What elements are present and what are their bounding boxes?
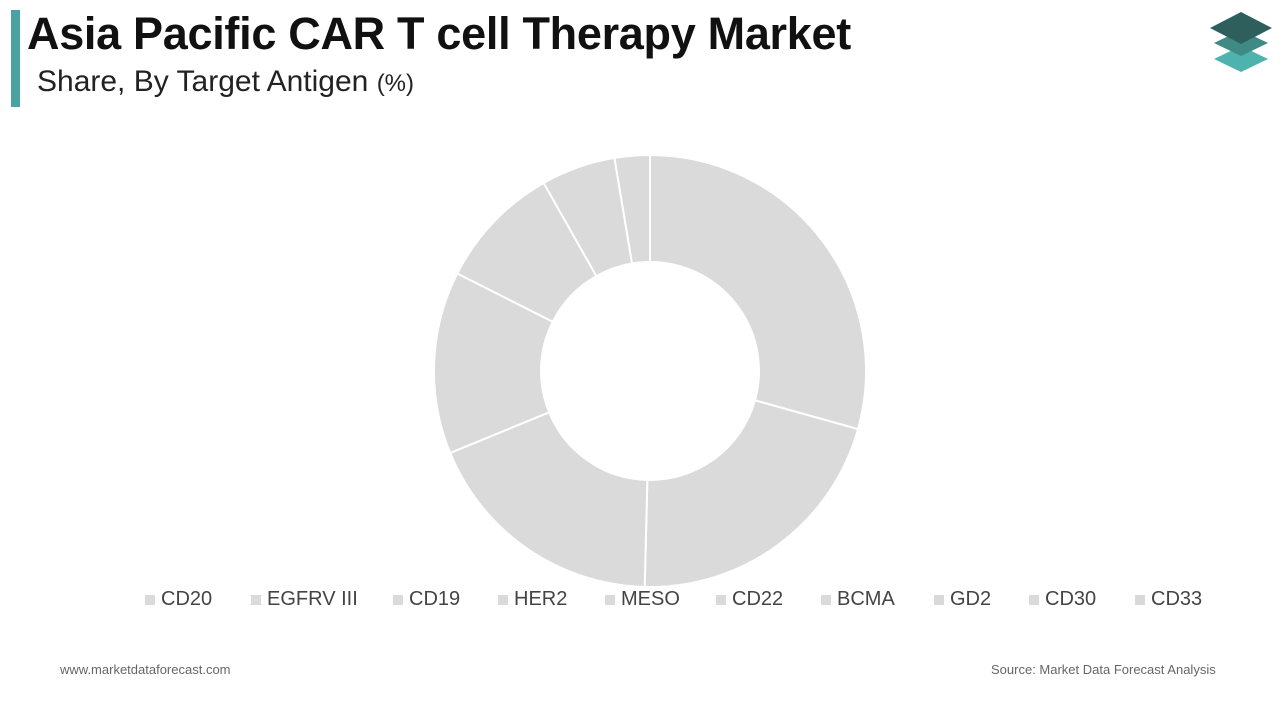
legend-swatch (934, 594, 944, 605)
legend-item-cd20: CD20 (145, 588, 212, 611)
legend-swatch (605, 594, 615, 605)
legend-label: CD19 (409, 588, 461, 610)
legend-label: EGFRV III (267, 588, 358, 610)
page-title: Asia Pacific CAR T cell Therapy Market (27, 8, 851, 59)
footer-website: www.marketdataforecast.com (60, 662, 231, 677)
donut-slice-bcma (613, 153, 651, 265)
stacked-layers-logo-icon (1210, 12, 1272, 72)
chart-legend: CD20 EGFRV III CD19 HER2 MESO CD22 BCMA GD2 CD30… (0, 588, 1280, 614)
legend-item-meso: MESO (605, 588, 680, 611)
logo-layer-top (1210, 12, 1272, 44)
legend-item-cd22: CD22 (716, 588, 783, 611)
legend-label: HER2 (514, 588, 568, 610)
subtitle-unit: (%) (376, 70, 415, 97)
legend-label: BCMA (837, 588, 895, 610)
legend-item-gd2: GD2 (934, 588, 991, 611)
legend-swatch (716, 594, 726, 605)
subtitle-text: Share, By Target Antigen (37, 65, 369, 98)
logo-layer-bottom (1214, 46, 1268, 72)
footer-source: Source: Market Data Forecast Analysis (991, 662, 1216, 677)
legend-label: CD22 (732, 588, 784, 610)
legend-swatch (145, 594, 155, 605)
legend-label: CD20 (161, 588, 213, 610)
donut-slice-egfrv-iii (643, 399, 860, 588)
donut-slice-her2 (433, 272, 555, 455)
legend-label: GD2 (950, 588, 992, 610)
legend-swatch (393, 594, 403, 605)
donut-slice-cd20 (649, 153, 867, 431)
legend-swatch (251, 594, 261, 605)
legend-swatch (498, 594, 508, 605)
legend-item-cd19: CD19 (393, 588, 460, 611)
legend-item-cd33: CD33 (1135, 588, 1202, 611)
legend-swatch (1135, 594, 1145, 605)
legend-item-egfrv-iii: EGFRV III (251, 588, 358, 611)
legend-swatch (1029, 594, 1039, 605)
legend-item-her2: HER2 (498, 588, 567, 611)
legend-label: MESO (621, 588, 680, 610)
legend-swatch (821, 594, 831, 605)
legend-item-bcma: BCMA (821, 588, 895, 611)
title-accent-bar (11, 10, 20, 107)
legend-label: CD33 (1151, 588, 1203, 610)
legend-label: CD30 (1045, 588, 1097, 610)
donut-slice-cd19 (448, 411, 649, 588)
legend-item-cd30: CD30 (1029, 588, 1096, 611)
page-subtitle: Share, By Target Antigen (%) (37, 65, 414, 99)
